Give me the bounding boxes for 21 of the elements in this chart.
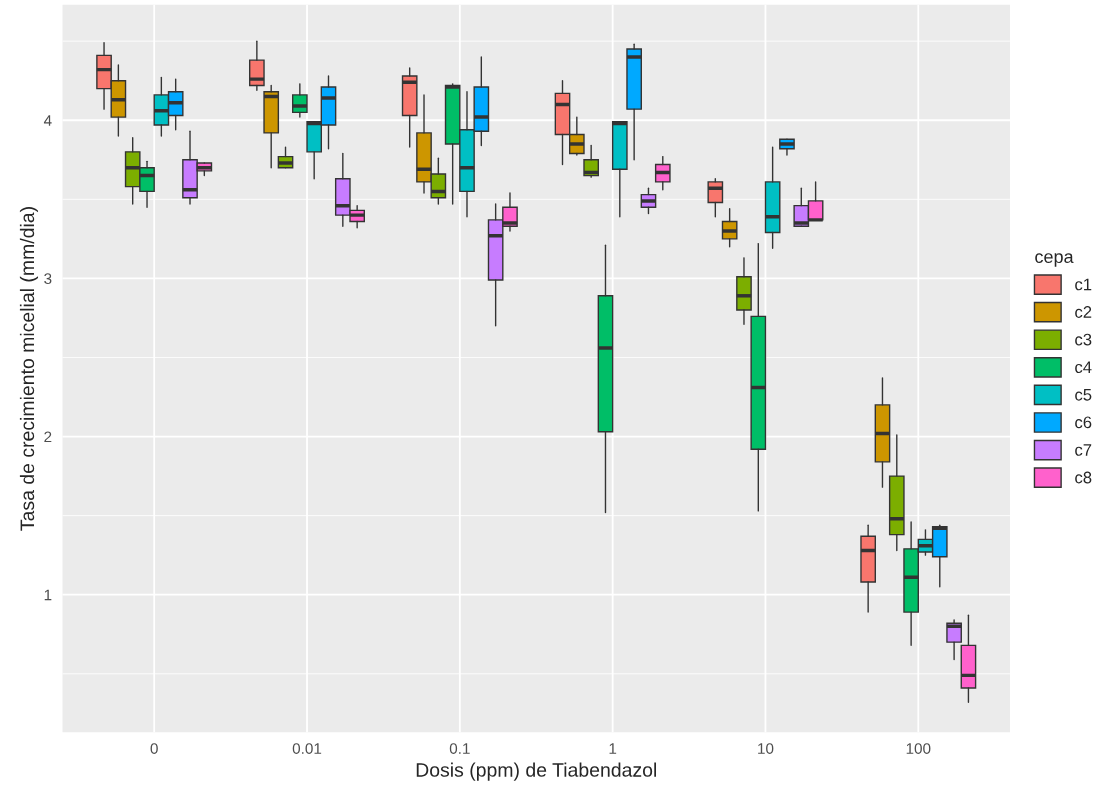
x-tick-label: 1	[609, 743, 617, 754]
x-tick-label: 100	[906, 743, 931, 754]
legend-label: c4	[1075, 361, 1092, 374]
x-tick-label: 0	[150, 743, 158, 754]
legend-title: cepa	[1035, 253, 1074, 267]
x-tick-label: 10	[758, 743, 774, 754]
y-tick-label: 2	[44, 431, 52, 443]
legend-label: c8	[1075, 471, 1092, 484]
x-tick-label: 0.1	[449, 743, 470, 754]
y-axis-title: Tasa de crecimiento micelial (mm/dia)	[19, 207, 39, 531]
y-tick-label: 4	[43, 115, 52, 126]
x-tick-label: 0.01	[292, 743, 322, 754]
legend-label: c6	[1075, 416, 1092, 429]
legend-label: c3	[1075, 333, 1092, 346]
legend-label: c1	[1075, 278, 1092, 291]
y-tick-label: 3	[44, 273, 52, 285]
legend-label: c5	[1075, 389, 1092, 401]
legend-label: c2	[1075, 306, 1092, 318]
y-tick-label: 1	[44, 589, 52, 601]
x-axis-title: Dosis (ppm) de Tiabendazol	[416, 762, 656, 781]
legend-label: c7	[1075, 444, 1092, 456]
